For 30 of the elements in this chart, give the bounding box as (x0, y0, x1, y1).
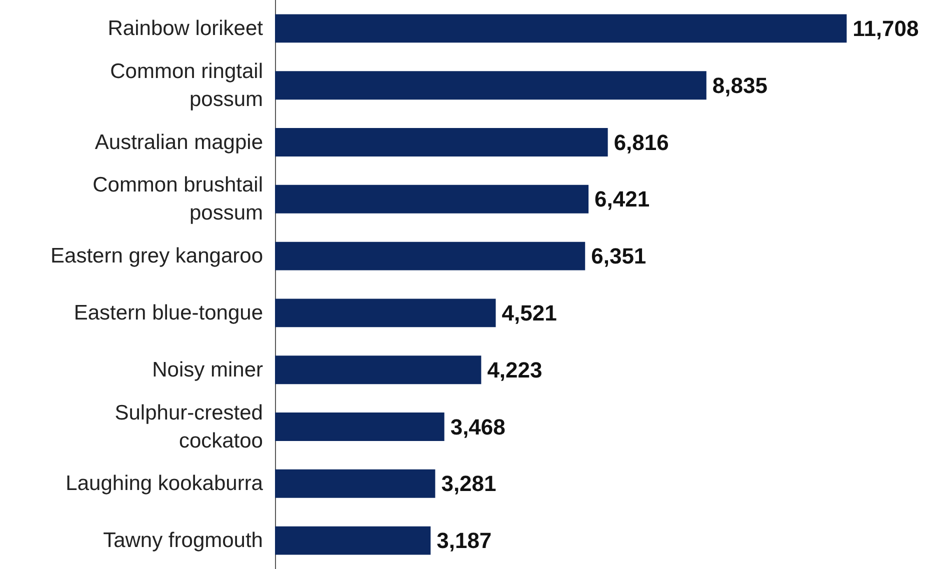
data-label: 11,708 (852, 16, 919, 41)
data-label: 3,468 (450, 414, 506, 440)
y-tick-label: Common ringtail possum (110, 60, 263, 111)
data-label: 3,281 (441, 471, 496, 496)
data-label: 4,521 (502, 300, 557, 326)
y-tick-label: Sulphur-crested cockatoo (114, 401, 263, 452)
y-tick-label: Rainbow lorikeet (108, 16, 264, 40)
y-tick-label: Australian magpie (94, 130, 263, 154)
data-label: 6,816 (614, 130, 669, 155)
y-tick-label: Noisy miner (152, 358, 263, 382)
bar (275, 14, 847, 43)
y-tick-label: Laughing kookaburra (66, 472, 264, 496)
data-label: 8,835 (712, 72, 768, 98)
data-label: 6,351 (591, 244, 646, 269)
bar (275, 526, 431, 555)
y-tick-label: Eastern grey kangaroo (50, 244, 263, 268)
y-tick-label: Common brushtail possum (92, 174, 263, 225)
data-label: 3,187 (436, 528, 492, 554)
y-tick-label: Eastern blue-tongue (74, 301, 263, 324)
bar (275, 356, 482, 384)
data-label: 6,421 (594, 186, 650, 212)
bar (275, 71, 706, 100)
bar (275, 412, 444, 441)
bar (275, 128, 608, 156)
bar (275, 298, 496, 328)
bar (275, 469, 436, 498)
data-label: 4,223 (487, 357, 542, 382)
bar (275, 242, 586, 270)
bar (275, 184, 589, 214)
y-tick-label: Tawny frogmouth (103, 529, 263, 552)
